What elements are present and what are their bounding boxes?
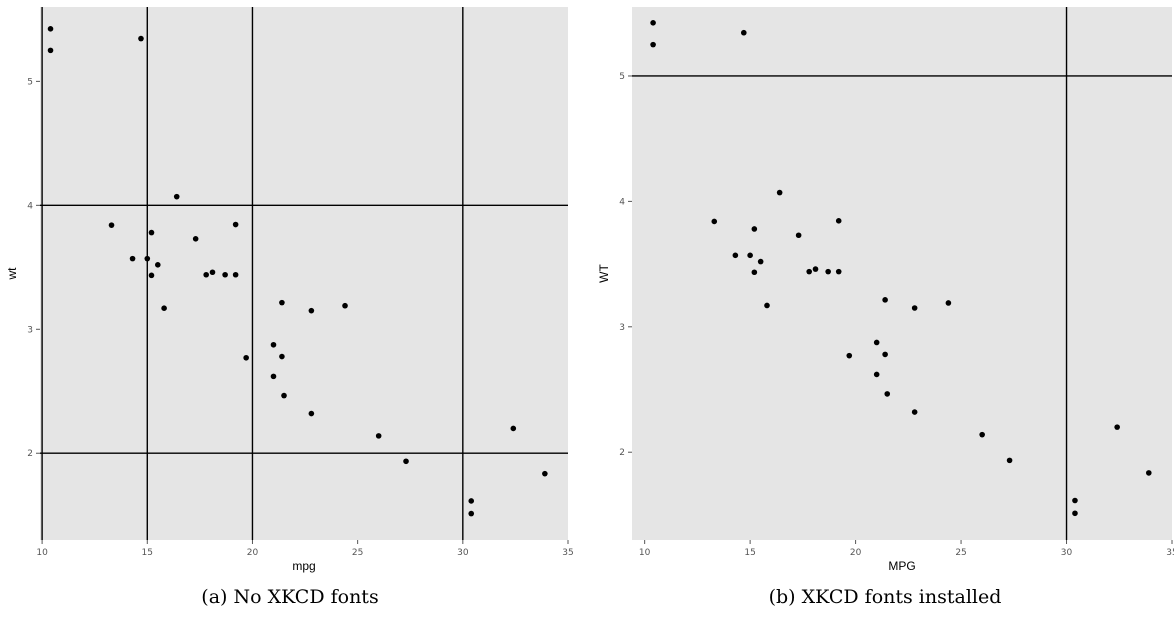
data-point	[308, 410, 315, 417]
x-tick-label: 15	[142, 548, 153, 558]
y-axis-title: WT	[597, 264, 611, 283]
x-tick-label: 10	[36, 548, 48, 558]
data-point	[751, 269, 758, 276]
caption-a: (a) No XKCD fonts	[201, 586, 379, 608]
x-tick-label: 30	[457, 548, 469, 558]
chart-panel-a: 10 15 20 25 30 35 2 3 4 5 mpg wt (a) No XKCD fonts	[0, 0, 580, 623]
scatter-plot-a: 10 15 20 25 30 35 2 3 4 5 mpg wt	[5, 7, 574, 573]
plot-panel	[40, 7, 568, 540]
data-point	[173, 193, 180, 200]
x-tick-label: 35	[562, 548, 573, 558]
x-tick-label: 20	[850, 548, 862, 558]
x-tick-label: 25	[352, 548, 363, 558]
data-point	[47, 47, 54, 54]
x-tick-label: 35	[1166, 548, 1174, 558]
data-point	[270, 341, 277, 348]
plot-panel	[632, 7, 1172, 540]
x-tick-label: 25	[955, 548, 966, 558]
data-point	[1006, 457, 1013, 464]
data-point	[192, 235, 199, 242]
data-point	[148, 229, 155, 236]
data-point	[776, 189, 783, 196]
data-point	[279, 353, 285, 360]
data-point	[403, 458, 409, 465]
data-point	[155, 262, 161, 268]
data-point	[650, 20, 656, 26]
data-point	[882, 297, 888, 303]
data-point	[846, 352, 853, 359]
data-point	[148, 272, 155, 279]
data-point	[47, 26, 54, 32]
data-point	[232, 221, 239, 228]
data-point	[806, 268, 812, 275]
x-tick-label: 20	[247, 548, 259, 558]
data-point	[243, 354, 249, 361]
x-tick-label: 30	[1061, 548, 1073, 558]
data-point	[911, 409, 918, 415]
data-point	[1072, 510, 1078, 517]
data-point	[911, 305, 918, 311]
y-tick-label: 5	[27, 77, 33, 87]
data-point	[979, 431, 985, 438]
data-point	[650, 41, 656, 48]
data-point	[342, 302, 348, 309]
data-point	[740, 29, 747, 36]
data-point	[144, 255, 151, 262]
x-tick-label: 10	[639, 548, 651, 558]
data-point	[764, 302, 770, 309]
y-tick-label: 2	[619, 448, 625, 458]
data-point	[281, 392, 287, 399]
data-point	[129, 255, 136, 262]
data-point	[747, 252, 753, 259]
y-tick-label: 5	[619, 72, 625, 82]
x-axis-title: mpg	[292, 559, 315, 573]
y-tick-label: 2	[27, 449, 33, 459]
data-point	[222, 271, 228, 278]
data-point	[108, 222, 115, 228]
data-point	[1114, 424, 1120, 430]
data-point	[945, 300, 952, 306]
data-point	[138, 35, 144, 42]
data-point	[835, 268, 842, 275]
y-tick-label: 4	[619, 197, 625, 207]
data-point	[232, 271, 239, 278]
data-point	[825, 268, 831, 275]
data-point	[873, 339, 880, 346]
y-tick-label: 4	[27, 201, 33, 211]
data-point	[510, 425, 517, 432]
data-point	[375, 433, 382, 439]
data-point	[542, 470, 548, 477]
data-point	[1072, 497, 1078, 504]
data-point	[468, 510, 475, 517]
data-point	[732, 252, 739, 259]
data-point	[279, 299, 285, 306]
data-point	[795, 232, 802, 239]
x-axis-title: MPG	[888, 559, 915, 573]
y-tick-label: 3	[619, 323, 625, 333]
data-point	[1145, 470, 1152, 476]
chart-panel-b: 10 15 20 25 30 35 2 3 4 5 MPG WT (b) XKCD fonts ins…	[596, 0, 1174, 623]
data-point	[711, 218, 718, 225]
caption-b: (b) XKCD fonts installed	[768, 586, 1002, 608]
data-point	[308, 307, 315, 314]
data-point	[835, 218, 842, 224]
data-point	[884, 391, 891, 397]
data-point	[873, 371, 880, 378]
scatter-plot-b: 10 15 20 25 30 35 2 3 4 5 MPG WT	[597, 7, 1174, 573]
y-axis-title: wt	[5, 267, 19, 281]
data-point	[270, 373, 277, 380]
data-point	[468, 498, 475, 504]
data-point	[757, 258, 764, 265]
data-point	[812, 266, 819, 272]
data-point	[882, 351, 888, 358]
data-point	[203, 271, 209, 278]
y-tick-label: 3	[27, 325, 33, 335]
data-point	[161, 305, 167, 312]
x-tick-label: 15	[744, 548, 755, 558]
data-point	[209, 269, 216, 276]
data-point	[751, 226, 758, 232]
